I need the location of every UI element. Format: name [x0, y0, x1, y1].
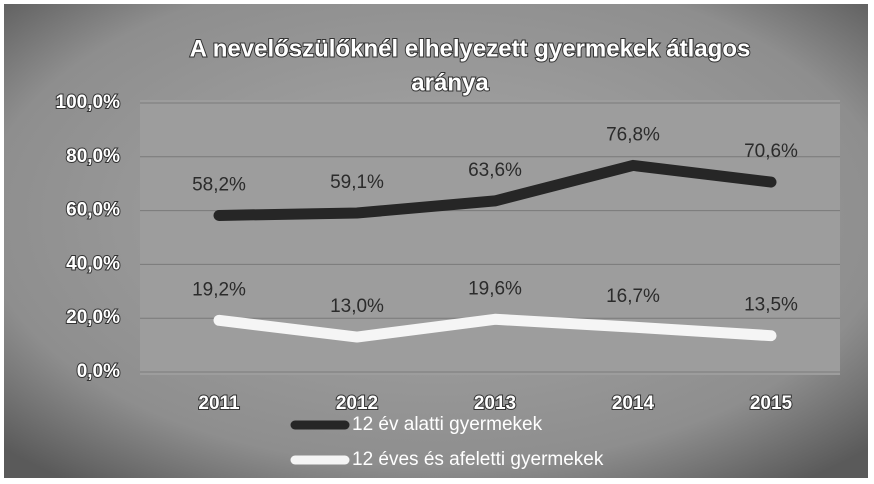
series-line: [213, 159, 777, 221]
chart-title: aránya: [411, 69, 489, 96]
data-label: 13,5%: [744, 295, 798, 316]
x-tick-label: 2013: [474, 393, 516, 414]
chart-title: A nevelőszülőknél elhelyezett gyermekek …: [190, 35, 751, 62]
legend-label: 12 éves és afeletti gyermekek: [352, 449, 604, 470]
x-tick-label: 2015: [750, 393, 793, 414]
y-tick-label: 80,0%: [66, 146, 120, 167]
data-label: 70,6%: [744, 141, 798, 162]
data-label: 16,7%: [606, 286, 660, 307]
data-label: 59,1%: [330, 172, 384, 193]
x-tick-label: 2014: [612, 393, 655, 414]
data-label: 63,6%: [468, 160, 522, 181]
x-tick-label: 2011: [198, 393, 240, 414]
data-label: 76,8%: [606, 124, 660, 145]
y-tick-label: 40,0%: [66, 253, 120, 274]
data-label: 19,2%: [192, 279, 246, 300]
x-tick-label: 2012: [336, 393, 378, 414]
data-label: 19,6%: [468, 278, 522, 299]
legend-label: 12 év alatti gyermekek: [352, 414, 543, 435]
series-line: [213, 313, 777, 343]
data-label: 13,0%: [330, 296, 384, 317]
y-tick-label: 0,0%: [77, 361, 120, 382]
y-tick-label: 60,0%: [66, 200, 120, 221]
y-tick-label: 100,0%: [56, 92, 121, 113]
data-label: 58,2%: [192, 174, 246, 195]
y-tick-label: 20,0%: [66, 307, 120, 328]
